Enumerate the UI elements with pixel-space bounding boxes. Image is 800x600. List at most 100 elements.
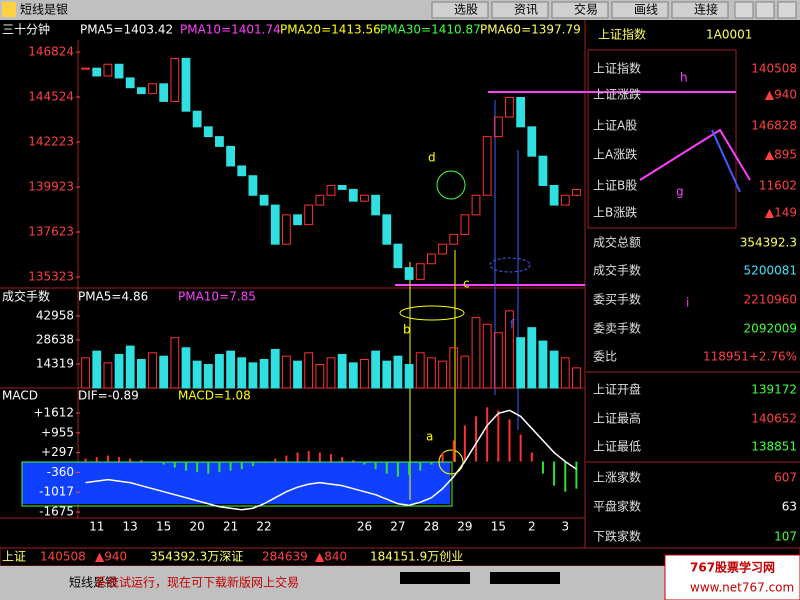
candle (505, 97, 514, 118)
quote-label: 成交手数 (593, 263, 641, 278)
highlight-outline (21, 461, 453, 507)
quote-label: 委比 (593, 350, 617, 364)
watermark-name: 767股票学习网 (690, 560, 775, 575)
close-button[interactable] (777, 1, 797, 19)
y-tick-label: 42958 (36, 308, 74, 322)
volume-bar (527, 327, 537, 389)
volume-bar (215, 353, 224, 389)
quote-value: 5200081 (744, 264, 797, 278)
status-item: 284639 (262, 550, 308, 564)
y-tick-label: 146824 (28, 45, 74, 59)
x-tick-label: 13 (123, 520, 138, 534)
quote-value: 107 (774, 530, 797, 544)
footer-message: 系统试运行，现在可下载新版网上交易 (95, 575, 299, 590)
maximize-button[interactable] (755, 1, 775, 19)
volume-bar (203, 364, 213, 389)
indicator-label: DIF=-0.89 (78, 389, 139, 403)
candle (371, 194, 381, 216)
quote-label: 上A涨跌 (593, 147, 637, 162)
quote-label: 上证开盘 (593, 382, 641, 397)
candle (81, 67, 90, 70)
annotation-line (711, 129, 741, 193)
candle (449, 233, 459, 245)
volume-bar (192, 360, 202, 389)
toolbar-button-label: 连接 (694, 2, 718, 17)
candle (181, 57, 191, 112)
toolbar-button[interactable] (671, 1, 729, 19)
x-tick-label: 20 (189, 520, 204, 534)
quote-label: 上证最低 (593, 440, 641, 454)
volume-bar (348, 362, 358, 389)
candle (326, 185, 336, 196)
x-tick-label: 3 (561, 520, 569, 534)
volume-bar (148, 352, 157, 389)
annotation-ellipse (399, 305, 465, 321)
volume-bar (92, 350, 102, 389)
indicator-label: PMA10=7.85 (178, 290, 256, 304)
volume-bar (315, 364, 325, 389)
x-tick-label: 11 (89, 520, 104, 534)
candle (125, 77, 135, 89)
x-tick-label: 29 (457, 520, 472, 534)
candle (248, 175, 258, 196)
toolbar-button-label: 选股 (454, 3, 478, 17)
x-tick-label: 15 (491, 520, 506, 534)
candle (482, 136, 492, 196)
y-tick-label: 137623 (28, 225, 74, 239)
footer-app-name: 短线是银 (69, 576, 117, 590)
annotation-circle (436, 170, 466, 200)
toolbar-button[interactable] (431, 1, 489, 19)
toolbar-button[interactable] (551, 1, 609, 19)
volume-bar (248, 362, 258, 389)
quote-value: 11602 (759, 179, 797, 193)
volume-bar (426, 357, 436, 389)
quote-title: 上证指数 (598, 27, 646, 42)
candle (572, 188, 581, 196)
toolbar-button[interactable] (611, 1, 669, 19)
candle (226, 145, 236, 167)
volume-bar (505, 310, 514, 389)
candle (493, 116, 503, 138)
y-tick-label: 144524 (28, 90, 74, 104)
volume-bar (259, 359, 269, 389)
indicator-label: MACD=1.08 (178, 389, 251, 403)
toolbar-button[interactable] (491, 1, 549, 19)
y-tick-label: +1612 (33, 406, 74, 420)
y-tick-label: +297 (41, 445, 74, 459)
annotation-letter: i (686, 296, 689, 310)
toolbar-button-label: 画线 (634, 3, 658, 17)
volume-bar (360, 359, 369, 389)
quote-label: 上证涨跌 (593, 87, 641, 102)
annotation-letter: d (428, 151, 436, 165)
quote-value: 354392.3 (740, 236, 797, 250)
annotation-letter: h (680, 71, 688, 85)
candle (237, 165, 247, 177)
candle (270, 204, 280, 245)
annotation-ellipse (489, 257, 531, 273)
volume-bar (326, 357, 336, 389)
candle (438, 243, 447, 255)
candle (281, 214, 291, 245)
volume-bar (382, 360, 392, 389)
quote-label: 上涨家数 (593, 470, 641, 485)
volume-bar (549, 350, 559, 389)
y-tick-label: -360 (47, 465, 74, 479)
quote-value: 139172 (751, 383, 797, 397)
minimize-button[interactable] (734, 1, 754, 19)
volume-bar (281, 355, 291, 389)
volume-bar (181, 347, 191, 389)
y-tick-label: 14319 (36, 356, 74, 370)
panel-title: MACD (2, 389, 38, 403)
candle (114, 63, 124, 79)
candle (293, 214, 302, 226)
volume-bar (337, 353, 347, 389)
watermark-url: www.net767.com (690, 581, 794, 595)
volume-bar (81, 357, 90, 389)
quote-value: 2092009 (744, 322, 797, 336)
watermark (664, 554, 800, 600)
status-item: 354392.3万深证 (150, 550, 243, 564)
volume-bar (393, 355, 403, 389)
quote-value: 146828 (751, 119, 797, 133)
quote-label: 平盘家数 (593, 499, 641, 514)
candle (136, 87, 146, 95)
